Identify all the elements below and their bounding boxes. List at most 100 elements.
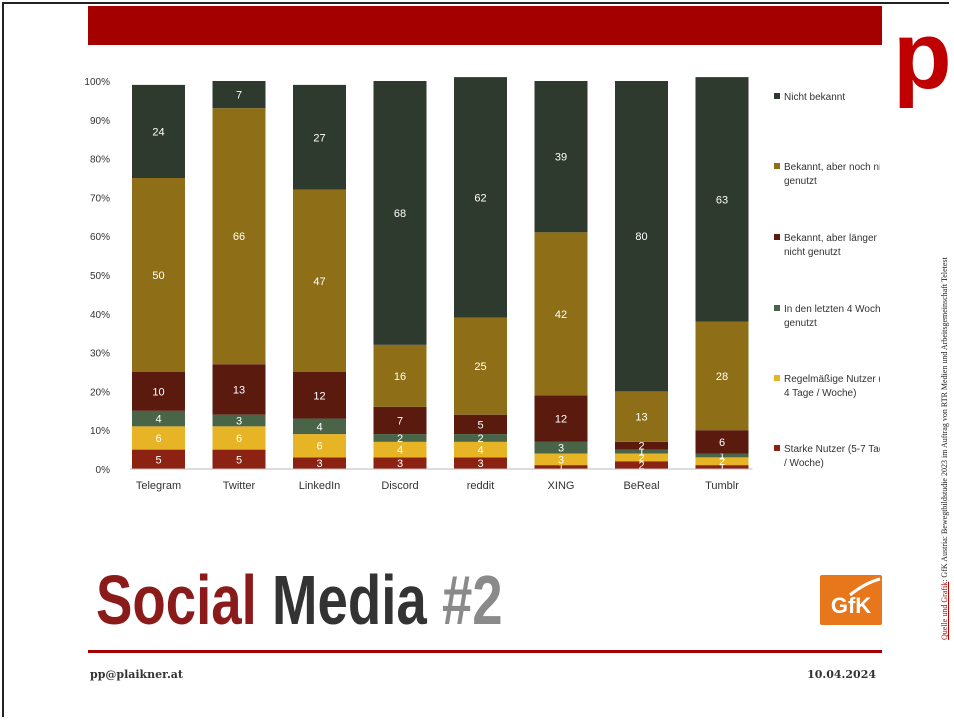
- bottom-red-line: [88, 650, 882, 653]
- bar-segment: [454, 317, 507, 415]
- bar-segment: [454, 414, 507, 435]
- bar-data-label: 66: [233, 231, 245, 243]
- bar-segment: [373, 434, 427, 442]
- bar-data-label: 6: [719, 437, 725, 449]
- title-word-number: #2: [441, 561, 503, 639]
- bar-segment: [695, 453, 749, 458]
- bar-segment: [293, 434, 346, 458]
- bar-segment: [454, 457, 507, 469]
- bar-segment: [615, 461, 668, 469]
- legend-swatch: [774, 163, 780, 169]
- bar-data-label: 2: [719, 456, 725, 468]
- bar-segment: [212, 364, 266, 415]
- legend-swatch: [774, 93, 780, 99]
- bar-segment: [293, 84, 346, 190]
- y-tick-label: 30%: [90, 349, 110, 360]
- bar-segment: [212, 108, 266, 365]
- bar-data-label: 1: [719, 462, 725, 474]
- bar-segment: [132, 449, 185, 469]
- legend-swatch: [774, 234, 780, 240]
- bar-segment: [132, 372, 185, 411]
- legend-swatch: [774, 445, 780, 451]
- bar-segment: [373, 344, 427, 407]
- bar-segment: [695, 321, 749, 431]
- footer-email: pp@plaikner.at: [90, 668, 184, 681]
- bar-segment: [373, 406, 427, 435]
- bar-segment: [695, 430, 749, 454]
- bar-data-label: 62: [474, 192, 486, 204]
- bar-data-label: 3: [558, 443, 564, 455]
- legend-label: Bekannt, aber noch nie: [784, 162, 880, 173]
- bar-data-label: 2: [638, 452, 644, 464]
- bar-segment: [212, 414, 266, 427]
- legend-swatch: [774, 305, 780, 311]
- top-red-bar: [88, 6, 882, 45]
- bar-segment: [293, 418, 346, 435]
- legend-label: genutzt: [784, 176, 817, 187]
- x-category-label: LinkedIn: [299, 480, 341, 492]
- bar-data-label: 5: [477, 419, 483, 431]
- bar-segment: [454, 441, 507, 458]
- bar-segment: [534, 453, 588, 466]
- legend-label: In den letzten 4 Wochen: [784, 304, 880, 315]
- bar-segment: [212, 449, 266, 469]
- bar-data-label: 10: [152, 386, 164, 398]
- bar-data-label: 68: [394, 208, 406, 220]
- bar-data-label: 2: [638, 441, 644, 453]
- bar-segment: [212, 426, 266, 450]
- plaikner-logo: p: [893, 2, 952, 109]
- bar-segment: [454, 77, 507, 318]
- bar-data-label: 27: [313, 132, 325, 144]
- x-category-label: Twitter: [223, 480, 256, 492]
- bar-data-label: 80: [635, 231, 647, 243]
- y-tick-label: 50%: [90, 271, 110, 282]
- gfk-logo-text: GfK: [830, 593, 872, 618]
- source-note: Quelle und Grafik: GfK Austria: Bewegtbi…: [940, 257, 949, 640]
- legend-label: / Woche): [784, 458, 824, 469]
- x-category-label: Telegram: [136, 480, 181, 492]
- bar-segment: [615, 391, 668, 442]
- y-tick-label: 100%: [84, 77, 110, 88]
- bar-segment: [534, 232, 588, 396]
- bar-data-label: 6: [236, 433, 242, 445]
- y-tick-label: 60%: [90, 232, 110, 243]
- legend-label: Nicht bekannt: [784, 92, 845, 103]
- legend-label: 4 Tage / Woche): [784, 388, 856, 399]
- bar-data-label: 25: [474, 361, 486, 373]
- bar-segment: [132, 84, 185, 178]
- bar-data-label: 63: [716, 194, 728, 206]
- y-tick-label: 20%: [90, 387, 110, 398]
- bar-segment: [212, 81, 266, 109]
- title-word-media: Media: [272, 561, 427, 639]
- bar-segment: [534, 395, 588, 442]
- bar-data-label: 4: [477, 445, 483, 457]
- bar-data-label: 2: [477, 433, 483, 445]
- bar-data-label: 50: [152, 270, 164, 282]
- source-link[interactable]: Quelle und Grafik: [940, 581, 949, 640]
- footer-date: 10.04.2024: [807, 668, 876, 681]
- source-text: : GfK Austria: Bewegtbildstudie 2023 im …: [940, 257, 949, 582]
- x-category-label: reddit: [467, 480, 495, 492]
- bar-data-label: 13: [635, 412, 647, 424]
- bar-segment: [534, 441, 588, 454]
- bar-segment: [373, 457, 427, 469]
- stacked-bar-chart: 0% 10% 20% 30% 40% 50% 60% 70% 80% 90% 100% 5 6 4 10 50…: [84, 77, 880, 492]
- bar-data-label: 7: [397, 416, 403, 428]
- bar-segment: [293, 189, 346, 372]
- bar-segment: [293, 372, 346, 419]
- bar-segment: [454, 434, 507, 442]
- bar-data-label: 12: [555, 414, 567, 426]
- bar-data-label: 2: [638, 460, 644, 472]
- bar-data-label: 24: [152, 126, 164, 138]
- y-tick-label: 0%: [96, 465, 111, 476]
- bar-data-label: 3: [558, 454, 564, 466]
- bar-data-label: 3: [477, 458, 483, 470]
- bar-segment: [695, 465, 749, 469]
- legend-swatch: [774, 375, 780, 381]
- bar-data-label: 47: [313, 276, 325, 288]
- bar-data-label: 4: [155, 414, 161, 426]
- title-word-social: Social: [96, 561, 257, 639]
- bar-data-label: 3: [236, 416, 242, 428]
- bar-segment: [695, 457, 749, 466]
